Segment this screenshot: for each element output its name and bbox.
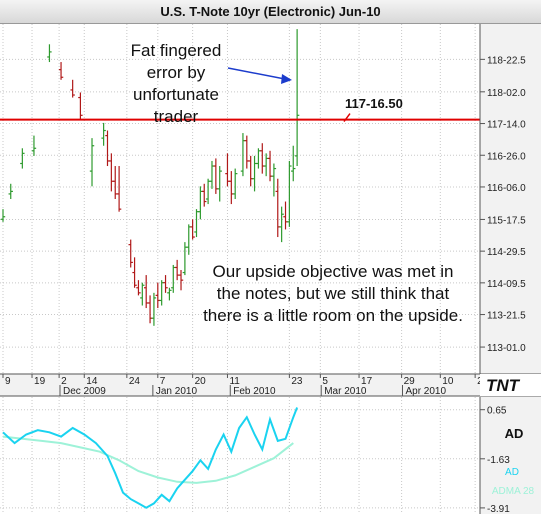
time-tick-label: 17 [361,376,373,387]
price-bar [116,166,122,212]
time-group-label: Apr 2010 [405,386,446,397]
indicator-panel [0,397,480,514]
price-bar [101,122,106,146]
price-bar [287,160,292,227]
price-grid [0,58,480,348]
annotation-line-3: unfortunate [133,85,219,104]
price-bar [20,148,25,169]
annotation-line-4: trader [154,107,199,126]
price-bar [167,287,172,301]
time-tick-label: 20 [195,376,207,387]
window-title: U.S. T-Note 10yr (Electronic) Jun-10 [0,0,541,24]
price-panel [0,24,480,374]
price-bar [279,206,284,243]
time-tick-label: 10 [442,376,454,387]
price-bar [128,239,133,268]
time-tick-label: 11 [229,376,240,387]
ad-series-line [2,407,299,509]
annotation-line-6: the notes, but we still think that [217,284,450,303]
price-bar [58,62,64,80]
price-bar [89,138,95,187]
time-group-label: Mar 2010 [324,386,367,397]
time-group-label: Dec 2009 [63,386,106,397]
level-line-marker [343,113,351,123]
price-bars [0,29,300,326]
price-bar [271,163,277,197]
price-bar [47,44,52,63]
price-bar [217,166,222,202]
price-bar [70,79,75,98]
time-group-label: Jan 2010 [156,386,198,397]
time-tick-label: 29 [404,376,416,387]
annotation-line-2: error by [147,63,206,82]
price-bar [190,219,195,240]
legend-ad: AD [505,467,519,478]
time-axis [0,374,480,396]
price-tick-label: 113-21.5 [487,311,526,322]
adma-series-line [2,435,294,484]
level-line-label: 117-16.50 [345,96,403,111]
time-tick-label: 14 [86,376,98,387]
time-tick-label: 19 [34,376,46,387]
price-axis [480,24,541,374]
price-tick-label: 116-26.0 [487,151,526,162]
price-bar [31,135,37,156]
price-bar [78,92,83,121]
price-bar [178,270,184,291]
time-tick-label: 7 [160,376,166,387]
price-bar [136,280,141,296]
price-tick-label: 116-06.0 [487,183,526,194]
price-bar [0,209,6,222]
annotation-line-1: Fat fingered [131,41,222,60]
annotation-line-5: Our upside objective was met in [213,262,454,281]
price-tick-label: 115-17.5 [487,215,526,226]
price-tick-label: 117-14.0 [487,120,526,131]
time-tick-label: 2 [61,376,67,387]
legend-adma: ADMA 28 [492,486,535,497]
indicator-axis [480,397,541,514]
annotation-objective: Our upside objective was met in the note… [203,262,463,325]
price-bar [233,168,238,199]
indicator-tick-label: -3.91 [487,504,510,514]
price-tick-label: 113-01.0 [487,343,526,354]
price-bar [163,275,168,293]
price-axis-ticks: 118-22.5 118-02.0 117-14.0 116-26.0 116-06.0… [480,55,526,354]
time-tick-label: 5 [322,376,328,387]
price-bar [294,29,300,167]
time-tick-label: 9 [5,376,11,387]
level-line: 117-16.50 [0,96,480,123]
price-bar [151,292,157,326]
indicator-tick-label: 0.65 [487,406,507,417]
annotation-fat-finger: Fat fingered error by unfortunate trader [131,41,292,126]
price-tick-label: 114-29.5 [487,247,526,258]
price-bar [8,183,13,199]
logo-box [480,374,541,396]
price-bar [202,183,207,207]
price-bar [132,257,137,288]
annotation-line-7: there is a little room on the upside. [203,306,463,325]
time-tick-label: 24 [129,376,141,387]
annotation-arrow [227,67,291,81]
indicator-axis-ticks: 0.65 -1.63 -3.91 [480,406,510,514]
price-bar [291,145,296,182]
indicator-tick-label: -1.63 [487,455,510,466]
time-tick-label: 23 [291,376,303,387]
tnt-logo: TNT [486,376,521,395]
indicator-grid [0,397,503,514]
price-bar [140,282,145,306]
time-group-label: Feb 2010 [233,386,276,397]
indicator-title: AD [505,426,524,441]
price-tick-label: 118-02.0 [487,88,526,99]
arrow-head [281,74,292,84]
time-grid [2,24,503,374]
price-tick-label: 114-09.5 [487,279,526,290]
price-tick-label: 118-22.5 [487,55,526,66]
